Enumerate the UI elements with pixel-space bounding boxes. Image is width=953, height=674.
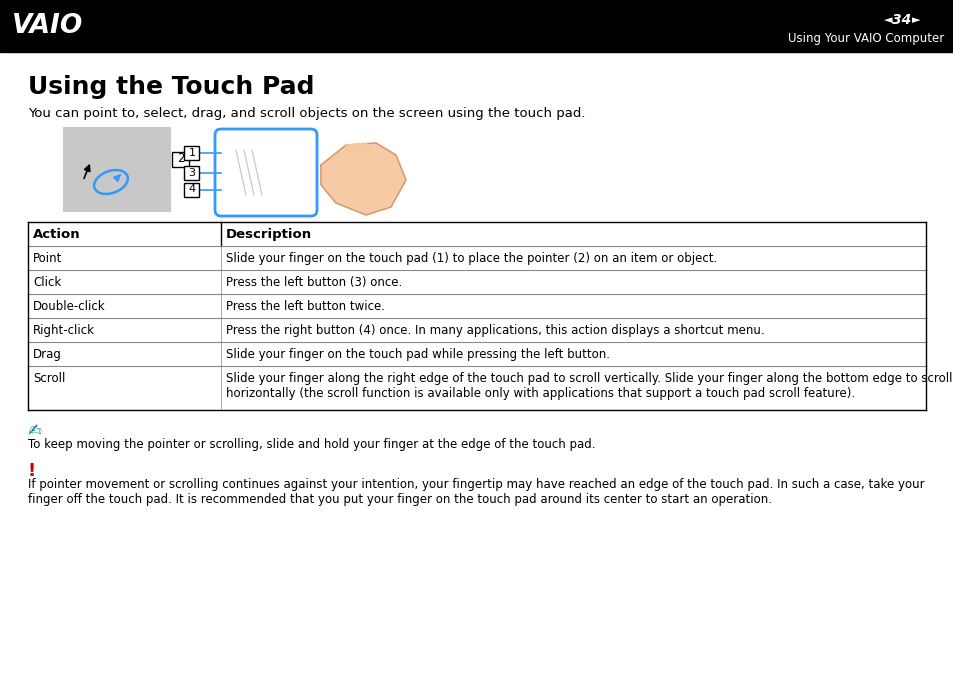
Text: Slide your finger on the touch pad (1) to place the pointer (2) on an item or ob: Slide your finger on the touch pad (1) t… xyxy=(226,252,717,265)
Text: Press the left button twice.: Press the left button twice. xyxy=(226,300,385,313)
Text: Using Your VAIO Computer: Using Your VAIO Computer xyxy=(787,32,943,45)
Bar xyxy=(28,294,925,318)
Bar xyxy=(28,270,925,294)
Text: Right-click: Right-click xyxy=(33,324,95,337)
FancyBboxPatch shape xyxy=(214,129,316,216)
Text: Press the left button (3) once.: Press the left button (3) once. xyxy=(226,276,402,289)
Text: Point: Point xyxy=(33,252,62,265)
Text: Slide your finger on the touch pad while pressing the left button.: Slide your finger on the touch pad while… xyxy=(226,348,609,361)
Text: Scroll: Scroll xyxy=(33,372,66,385)
Text: 4: 4 xyxy=(189,185,195,195)
FancyBboxPatch shape xyxy=(172,152,190,166)
Bar xyxy=(0,0,953,52)
Text: 34: 34 xyxy=(891,13,911,27)
Text: Description: Description xyxy=(226,228,312,241)
Polygon shape xyxy=(346,143,371,155)
Text: If pointer movement or scrolling continues against your intention, your fingerti: If pointer movement or scrolling continu… xyxy=(28,478,923,506)
Text: !: ! xyxy=(28,462,36,480)
Text: Using the Touch Pad: Using the Touch Pad xyxy=(28,75,314,99)
Text: Double-click: Double-click xyxy=(33,300,106,313)
Bar xyxy=(28,318,925,342)
Text: You can point to, select, drag, and scroll objects on the screen using the touch: You can point to, select, drag, and scro… xyxy=(28,107,585,120)
Text: ✍: ✍ xyxy=(28,422,42,440)
FancyBboxPatch shape xyxy=(184,146,199,160)
Text: ►: ► xyxy=(911,15,920,25)
FancyBboxPatch shape xyxy=(184,166,199,179)
Polygon shape xyxy=(320,143,406,215)
Text: To keep moving the pointer or scrolling, slide and hold your finger at the edge : To keep moving the pointer or scrolling,… xyxy=(28,438,595,451)
Text: VAIO: VAIO xyxy=(12,13,83,39)
Text: Action: Action xyxy=(33,228,81,241)
Text: Click: Click xyxy=(33,276,61,289)
Bar xyxy=(28,246,925,270)
Text: 2: 2 xyxy=(177,152,185,166)
Text: 1: 1 xyxy=(189,148,195,158)
Text: 3: 3 xyxy=(189,168,195,177)
Text: Drag: Drag xyxy=(33,348,62,361)
FancyBboxPatch shape xyxy=(184,183,199,197)
Text: Slide your finger along the right edge of the touch pad to scroll vertically. Sl: Slide your finger along the right edge o… xyxy=(226,372,952,400)
Text: ◄: ◄ xyxy=(882,15,891,25)
Bar xyxy=(28,222,925,246)
Bar xyxy=(28,342,925,366)
Bar xyxy=(28,366,925,410)
Text: Press the right button (4) once. In many applications, this action displays a sh: Press the right button (4) once. In many… xyxy=(226,324,764,337)
Bar xyxy=(63,127,171,212)
